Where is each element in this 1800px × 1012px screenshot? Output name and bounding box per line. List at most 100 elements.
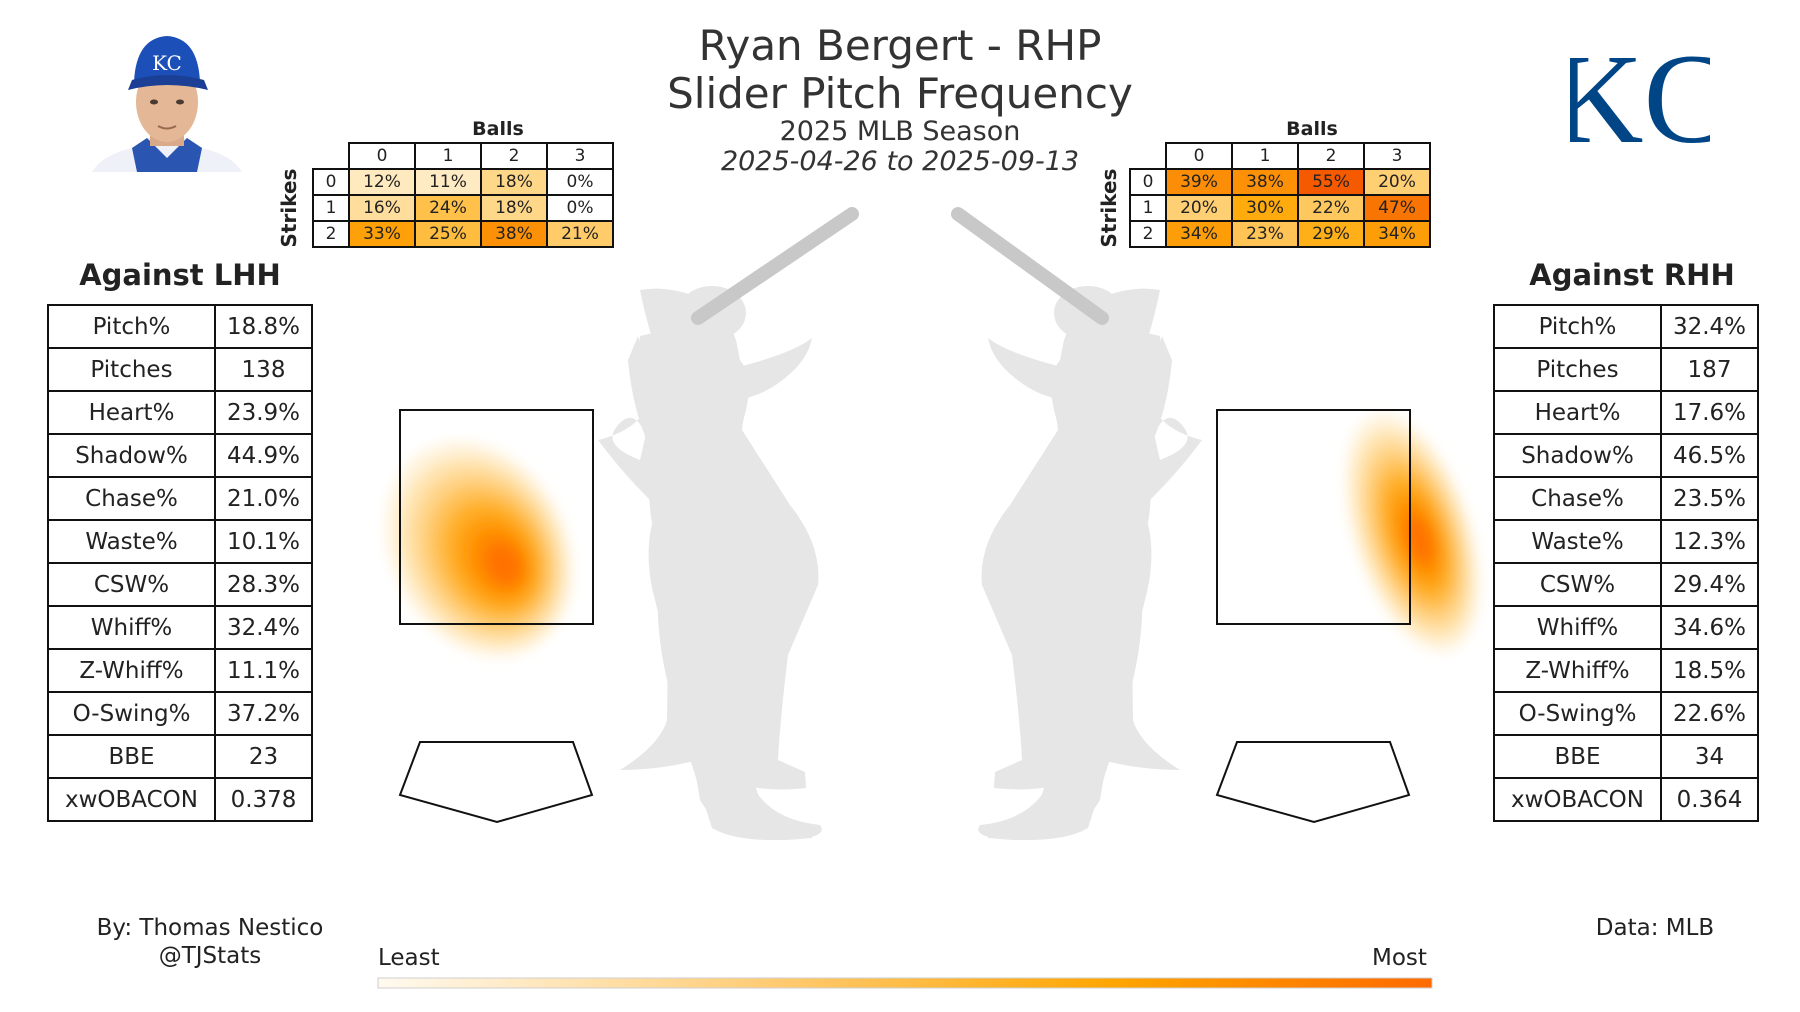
stat-row: xwOBACON 0.378 [47,777,313,822]
stat-value: 17.6% [1660,390,1759,435]
stat-row: Chase% 23.5% [1493,476,1759,521]
ball-header: 3 [546,142,614,170]
lhh-balls-label: Balls [472,118,524,140]
stat-label: Z-Whiff% [47,648,216,693]
stat-value: 18.5% [1660,648,1759,693]
stat-row: Waste% 10.1% [47,519,313,564]
ball-header: 0 [1165,142,1233,170]
stat-row: Waste% 12.3% [1493,519,1759,564]
stat-row: Z-Whiff% 18.5% [1493,648,1759,693]
ball-header: 2 [1297,142,1365,170]
stat-label: O-Swing% [47,691,216,736]
stat-label: BBE [47,734,216,779]
lhh-count-grid: 0 1 2 3 0 12% 11% 18% 0% 1 16% 24% 18% 0… [312,142,614,248]
rhh-balls-label: Balls [1286,118,1338,140]
count-cell: 23% [1231,220,1299,248]
stat-label: Shadow% [47,433,216,478]
stat-label: Shadow% [1493,433,1662,478]
strike-header: 1 [1129,194,1167,222]
rhh-location-density [1345,414,1480,652]
count-cell: 33% [348,220,416,248]
lhh-title: Against LHH [79,258,281,292]
count-cell: 55% [1297,168,1365,196]
count-cell: 12% [348,168,416,196]
stat-label: CSW% [1493,562,1662,607]
stat-value: 22.6% [1660,691,1759,736]
player-title: Ryan Bergert - RHP [698,21,1102,70]
stat-value: 28.3% [214,562,313,607]
stat-label: CSW% [47,562,216,607]
count-cell: 30% [1231,194,1299,222]
stat-row: Pitch% 32.4% [1493,304,1759,349]
stat-value: 23.9% [214,390,313,435]
legend-most-label: Most [1372,945,1427,971]
stat-row: Shadow% 46.5% [1493,433,1759,478]
count-cell: 34% [1165,220,1233,248]
stat-label: Z-Whiff% [1493,648,1662,693]
stat-label: Pitches [47,347,216,392]
stat-row: O-Swing% 37.2% [47,691,313,736]
ball-header: 1 [414,142,482,170]
count-cell: 47% [1363,194,1431,222]
lhh-bat [691,207,859,325]
stat-row: Shadow% 44.9% [47,433,313,478]
stat-row: BBE 34 [1493,734,1759,779]
stat-row: BBE 23 [47,734,313,779]
count-cell: 21% [546,220,614,248]
stat-label: Whiff% [1493,605,1662,650]
ball-header: 2 [480,142,548,170]
ball-header: 1 [1231,142,1299,170]
stat-value: 12.3% [1660,519,1759,564]
count-cell: 39% [1165,168,1233,196]
strike-header: 0 [1129,168,1167,196]
stat-value: 138 [214,347,313,392]
stat-label: Whiff% [47,605,216,650]
legend-least-label: Least [378,945,440,971]
stat-label: xwOBACON [47,777,216,822]
stat-value: 11.1% [214,648,313,693]
stat-row: Heart% 23.9% [47,390,313,435]
data-source: Data: MLB [1595,915,1715,941]
stat-label: Waste% [47,519,216,564]
stat-value: 29.4% [1660,562,1759,607]
stat-label: Waste% [1493,519,1662,564]
rhh-count-grid: 0 1 2 3 0 39% 38% 55% 20% 1 20% 30% 22% … [1129,142,1431,248]
team-logo-text: KC [1570,28,1710,170]
cap-logo: KC [152,51,182,75]
stat-value: 10.1% [214,519,313,564]
stat-value: 23 [214,734,313,779]
lhh-strike-zone [399,409,594,625]
stat-value: 0.364 [1660,777,1759,822]
stat-value: 37.2% [214,691,313,736]
stat-row: Whiff% 32.4% [47,605,313,650]
rhh-batter-silhouette [978,286,1202,841]
count-cell: 25% [414,220,482,248]
stat-row: Z-Whiff% 11.1% [47,648,313,693]
stat-value: 32.4% [214,605,313,650]
stat-label: Chase% [47,476,216,521]
stat-value: 44.9% [214,433,313,478]
rhh-strike-zone [1216,409,1411,625]
author-name: By: Thomas Nestico [96,915,324,941]
rhh-title: Against RHH [1529,258,1735,292]
count-cell: 34% [1363,220,1431,248]
stat-row: Whiff% 34.6% [1493,605,1759,650]
density-level [484,542,522,585]
stat-label: Pitches [1493,347,1662,392]
stat-value: 34.6% [1660,605,1759,650]
stat-row: Heart% 17.6% [1493,390,1759,435]
lhh-batter-silhouette [598,286,822,841]
stat-value: 34 [1660,734,1759,779]
stat-value: 0.378 [214,777,313,822]
strike-header: 2 [1129,220,1167,248]
count-cell: 16% [348,194,416,222]
stat-label: Pitch% [1493,304,1662,349]
author-credit: By: Thomas Nestico @TJStats [60,914,360,970]
ball-header: 0 [348,142,416,170]
team-logo: KC [1551,22,1729,172]
count-cell: 22% [1297,194,1365,222]
count-cell: 20% [1363,168,1431,196]
stat-value: 21.0% [214,476,313,521]
count-cell: 24% [414,194,482,222]
count-cell: 0% [546,194,614,222]
